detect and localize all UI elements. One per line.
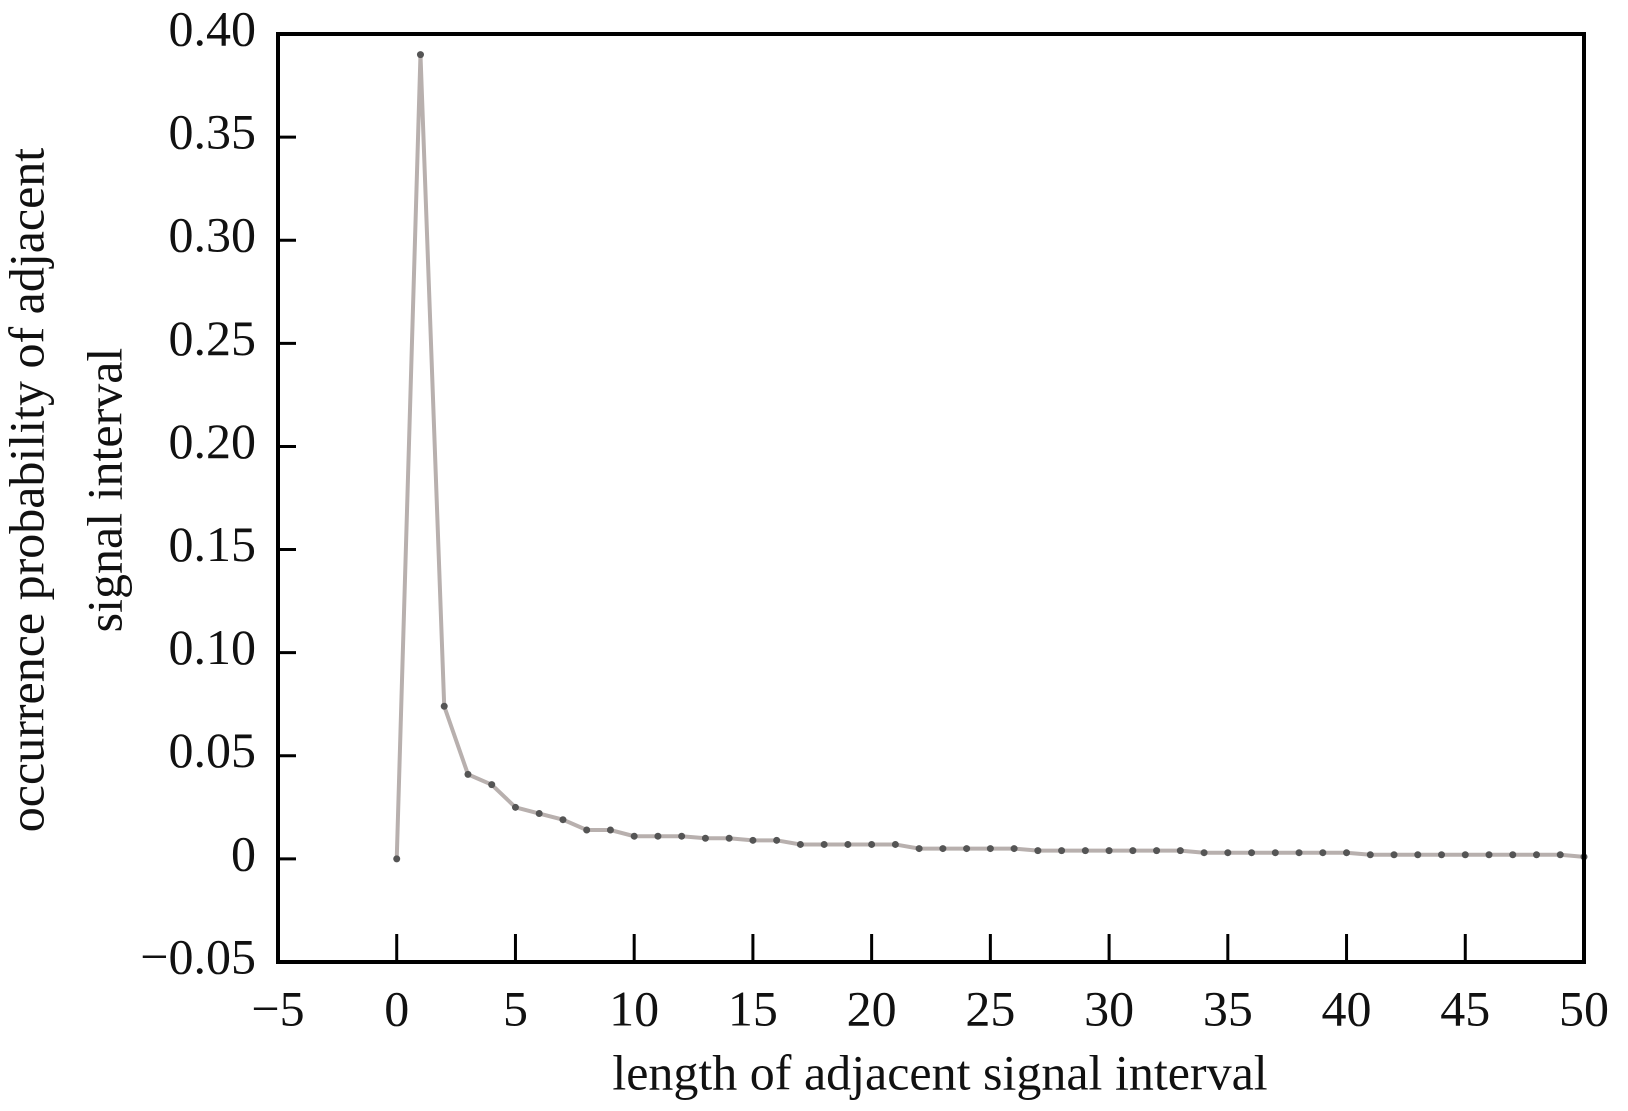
data-point [559,816,567,824]
y-tick-label: 0.40 [169,0,257,56]
data-point [1390,851,1398,859]
data-point [511,803,519,811]
data-point [844,840,852,848]
data-point [986,845,994,853]
data-point [1105,847,1113,855]
x-axis-label: length of adjacent signal interval [612,1044,1267,1100]
data-point [1058,847,1066,855]
data-point [796,840,804,848]
x-tick-label: 10 [609,980,659,1036]
y-tick-label: −0.05 [140,928,256,984]
y-axis-label: occurrence probability of adjacent [0,148,54,832]
data-point [606,826,614,834]
data-point [1533,851,1541,859]
x-tick-label: 0 [384,980,409,1036]
data-point [583,826,591,834]
data-point [963,845,971,853]
data-point [654,832,662,840]
data-point [939,845,947,853]
data-point [1176,847,1184,855]
data-point [1248,849,1256,857]
data-point [440,702,448,710]
data-point [1224,849,1232,857]
x-tick-label: 35 [1203,980,1253,1036]
x-tick-label: 5 [503,980,528,1036]
plot-frame [276,32,1586,964]
data-point [488,781,496,789]
data-point [1153,847,1161,855]
data-point [1034,847,1042,855]
x-tick-label: 50 [1559,980,1609,1036]
data-point [1200,849,1208,857]
data-line [394,54,1585,859]
data-point [393,855,401,863]
x-tick-label: 45 [1440,980,1490,1036]
x-tick-label: 15 [728,980,778,1036]
data-point [1010,845,1018,853]
data-point [1343,849,1351,857]
y-tick-label: 0 [231,825,256,881]
data-point [1366,851,1374,859]
x-tick-label: −5 [251,980,304,1036]
data-point [891,840,899,848]
y-tick-label: 0.20 [169,413,257,469]
x-tick-label: 20 [847,980,897,1036]
y-tick-label: 0.05 [169,722,257,778]
data-point [1414,851,1422,859]
data-point [464,770,472,778]
y-tick-label: 0.10 [169,619,257,675]
data-point [773,836,781,844]
y-tick-label: 0.35 [169,104,257,160]
data-point [1081,847,1089,855]
x-tick-label: 40 [1322,980,1372,1036]
y-tick-label: 0.30 [169,207,257,263]
data-point [630,832,638,840]
data-point [1438,851,1446,859]
data-point [915,845,923,853]
y-tick-label: 0.15 [169,516,257,572]
y-tick-label: 0.25 [169,310,257,366]
x-tick-label: 25 [965,980,1015,1036]
data-point [1461,851,1469,859]
data-point [1129,847,1137,855]
data-point [1271,849,1279,857]
data-point [725,834,733,842]
data-point [535,810,543,818]
data-point [1556,851,1564,859]
data-point [1295,849,1303,857]
x-tick-label: 30 [1084,980,1134,1036]
data-point [1319,849,1327,857]
y-axis-label: signal interval [76,348,132,633]
data-point [1509,851,1517,859]
data-point [701,834,709,842]
data-point [416,51,424,59]
data-point [1485,851,1493,859]
data-point [868,840,876,848]
data-point [749,836,757,844]
data-point [820,840,828,848]
data-point [678,832,686,840]
